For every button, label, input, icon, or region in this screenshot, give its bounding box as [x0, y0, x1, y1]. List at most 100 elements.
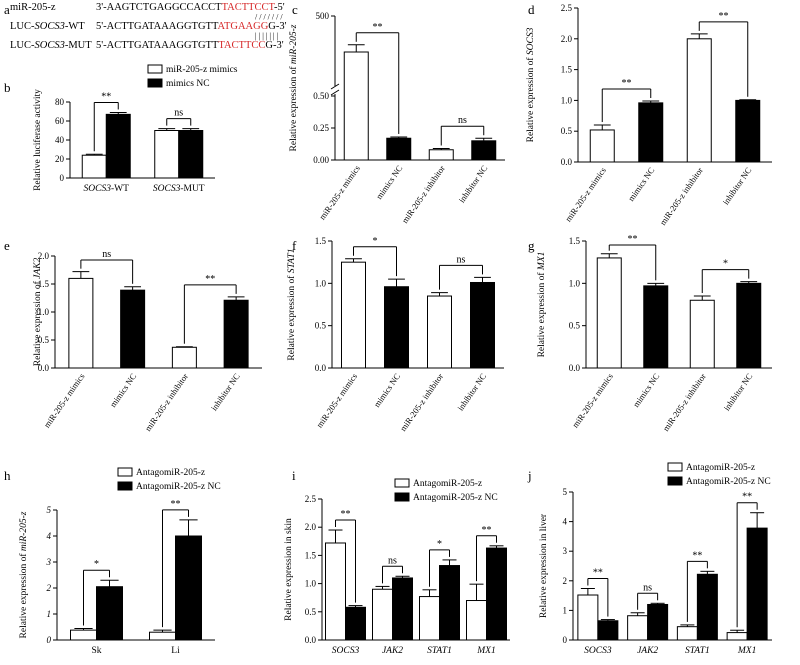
sequence-label: miR-205-z	[10, 2, 56, 13]
x-tick-label: mimics NC	[631, 371, 662, 409]
significance-label: **	[719, 11, 729, 22]
legend-swatch	[394, 478, 410, 488]
y-tick-label: 0.5	[305, 607, 317, 617]
bar-open	[70, 629, 97, 641]
y-tick-label: 0.00	[313, 155, 329, 165]
x-tick-label: miR-205-z mimics	[42, 371, 87, 429]
y-tick-label: 0.0	[305, 635, 317, 645]
bar-filled	[439, 565, 460, 641]
bar-filled	[470, 281, 495, 369]
y-tick-label: 1.0	[561, 95, 573, 105]
panel-d: d 0.0 0.5 1.0 1.5 2.0 2.5 Relative expression o…	[525, 2, 772, 227]
bar-filled	[647, 603, 669, 641]
y-tick-label: 2.0	[561, 34, 573, 44]
significance-label: ns	[643, 582, 652, 593]
bar-open	[68, 277, 94, 369]
x-tick-label: mimics NC	[372, 371, 403, 409]
sequence: 5'-ACTTGATAAAGGTGTTATGAAGGG-3'	[96, 21, 287, 32]
y-tick-label: 2	[563, 576, 568, 586]
panel-b: b 0 20 40 60 80 Relative luciferase activity SO…	[4, 64, 238, 194]
x-tick-label: miR-205-z mimics	[317, 163, 362, 221]
bar-filled	[736, 282, 762, 369]
panel-j: j 0 1 2 3 4 5 Relative expression in liver SOCS3…	[527, 462, 772, 656]
legend-label: AntagomiR-205-z NC	[686, 477, 771, 487]
sequence-label: LUC-SOCS3-MUT	[10, 40, 92, 51]
panel-letter: j	[527, 468, 532, 483]
significance-label: ns	[388, 555, 397, 566]
x-tick-label: mimics NC	[108, 371, 139, 409]
y-tick-label: 1.5	[315, 236, 327, 246]
legend-label: miR-205-z mimics	[166, 65, 238, 75]
significance-label: ns	[102, 249, 111, 260]
significance-label: **	[593, 567, 603, 578]
x-tick-label: SOCS3-MUT	[153, 184, 205, 194]
y-tick-label: 60	[55, 116, 65, 126]
x-tick-label: miR-205-z inhibitor	[661, 371, 708, 433]
y-tick-label: 0.0	[315, 363, 327, 373]
significance-label: **	[101, 91, 111, 102]
significance-label: *	[373, 236, 378, 247]
bar-filled	[746, 527, 768, 641]
significance-label: *	[723, 259, 728, 270]
y-tick-label: 4	[563, 517, 568, 527]
y-tick-label: 0.0	[569, 363, 581, 373]
y-tick-label: 0.50	[313, 91, 329, 101]
y-tick-label: 1.0	[38, 307, 50, 317]
bar-filled	[597, 620, 619, 641]
x-tick-label: inhibitor NC	[209, 371, 242, 412]
bar-filled	[178, 130, 204, 179]
x-tick-label: miR-205-z inhibitor	[398, 371, 445, 433]
x-tick-label: inhibitor NC	[720, 165, 753, 206]
legend-swatch	[147, 64, 163, 74]
y-tick-label: 500	[316, 11, 330, 21]
sequence: 5'-ACTTGATAAAGGTGTTTACTTCCG-3'	[96, 40, 284, 51]
bar-filled	[120, 289, 146, 369]
y-tick-label: 1.0	[569, 278, 581, 288]
x-tick-label: miR-205-z mimics	[314, 371, 359, 429]
panel-letter: e	[4, 238, 10, 253]
x-tick-label: STAT1	[685, 646, 710, 656]
legend-swatch	[147, 78, 163, 88]
bar-open	[154, 130, 180, 179]
bar-open	[325, 542, 346, 641]
x-tick-label: miR-205-z inhibitor	[400, 163, 447, 225]
y-axis-label: Relative expression of JAK2	[32, 258, 43, 367]
bar-open	[372, 588, 393, 641]
significance-label: ns	[457, 254, 466, 265]
y-tick-label: 2.5	[561, 3, 573, 13]
y-tick-label: 4	[47, 531, 52, 541]
y-tick-label: 1.5	[561, 65, 573, 75]
significance-label: **	[692, 550, 702, 561]
y-tick-label: 1.5	[38, 279, 50, 289]
y-tick-label: 1.0	[305, 579, 317, 589]
legend-swatch	[117, 481, 133, 491]
y-tick-label: 5	[563, 487, 568, 497]
sequence-label: LUC-SOCS3-WT	[10, 21, 85, 32]
bar-open	[577, 594, 599, 641]
x-tick-label: Li	[171, 646, 180, 656]
y-tick-label: 1	[47, 609, 52, 619]
y-tick-label: 5	[47, 505, 52, 515]
y-tick-label: 0.5	[315, 321, 327, 331]
axis-break	[330, 83, 340, 96]
y-tick-label: 2	[47, 583, 52, 593]
bar-open	[676, 626, 698, 641]
x-tick-label: inhibitor NC	[456, 163, 489, 204]
panel-letter: g	[528, 238, 535, 253]
x-tick-label: JAK2	[382, 646, 403, 656]
legend-label: AntagomiR-205-z	[136, 468, 205, 478]
x-tick-label: miR-205-z mimics	[563, 165, 608, 223]
legend-swatch	[667, 476, 683, 486]
legend-label: AntagomiR-205-z NC	[413, 493, 498, 503]
panel-a: a miR-205-z 3'-AAGTCTGAGGCCACCTTACTTCCT-5'…	[4, 2, 287, 51]
significance-label: **	[341, 509, 351, 520]
x-tick-label: MX1	[737, 646, 756, 656]
bar-open	[589, 129, 615, 163]
legend-swatch	[117, 467, 133, 477]
y-tick-label: 3	[563, 546, 568, 556]
y-tick-label: 0	[47, 635, 52, 645]
legend-label: AntagomiR-205-z	[686, 463, 755, 473]
bar-filled	[384, 286, 409, 369]
y-tick-label: 40	[55, 135, 65, 145]
significance-label: **	[171, 499, 181, 510]
